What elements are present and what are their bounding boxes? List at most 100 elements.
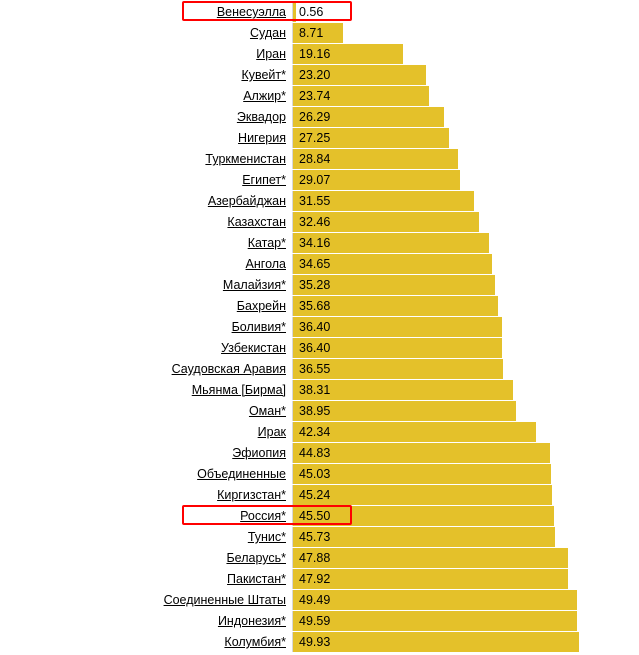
row-label-cell: Соединенные Штаты [2, 590, 292, 610]
country-link[interactable]: Мьянма [Бирма] [192, 383, 286, 397]
country-link[interactable]: Беларусь* [226, 551, 286, 565]
bar-area: 27.25 [292, 128, 637, 148]
row-label-cell: Россия* [2, 506, 292, 526]
row-label-cell: Мьянма [Бирма] [2, 380, 292, 400]
chart-row: Алжир* 23.74 [2, 86, 637, 106]
bar-value: 38.95 [299, 401, 330, 421]
chart-row: Казахстан 32.46 [2, 212, 637, 232]
country-link[interactable]: Ангола [246, 257, 286, 271]
bar-area: 8.71 [292, 23, 637, 43]
row-label-cell: Боливия* [2, 317, 292, 337]
bar [293, 464, 551, 484]
row-label-cell: Индонезия* [2, 611, 292, 631]
bar-area: 49.59 [292, 611, 637, 631]
country-link[interactable]: Индонезия* [218, 614, 286, 628]
country-link[interactable]: Иран [256, 47, 286, 61]
bar-area: 36.40 [292, 338, 637, 358]
bar-area: 35.28 [292, 275, 637, 295]
bar-value: 34.65 [299, 254, 330, 274]
chart-row: Бахрейн 35.68 [2, 296, 637, 316]
bar-value: 45.50 [299, 506, 330, 526]
bar-chart: Венесуэлла 0.56 Судан 8.71 Иран 19.16 Кувейт* 2… [2, 2, 637, 652]
country-link[interactable]: Кувейт* [241, 68, 286, 82]
bar-value: 8.71 [299, 23, 323, 43]
country-link[interactable]: Россия* [240, 509, 286, 523]
row-label-cell: Алжир* [2, 86, 292, 106]
bar [293, 485, 552, 505]
country-link[interactable]: Алжир* [243, 89, 286, 103]
country-link[interactable]: Ирак [258, 425, 286, 439]
bar-value: 31.55 [299, 191, 330, 211]
bar [293, 590, 577, 610]
chart-row: Азербайджан 31.55 [2, 191, 637, 211]
country-link[interactable]: Эквадор [237, 110, 286, 124]
country-link[interactable]: Тунис* [248, 530, 286, 544]
row-label-cell: Ирак [2, 422, 292, 442]
bar-value: 23.74 [299, 86, 330, 106]
bar-value: 47.88 [299, 548, 330, 568]
country-link[interactable]: Пакистан* [227, 572, 286, 586]
chart-row: Судан 8.71 [2, 23, 637, 43]
chart-row: Кувейт* 23.20 [2, 65, 637, 85]
country-link[interactable]: Саудовская Аравия [172, 362, 286, 376]
row-label-cell: Катар* [2, 233, 292, 253]
country-link[interactable]: Египет* [242, 173, 286, 187]
bar-value: 44.83 [299, 443, 330, 463]
bar-area: 32.46 [292, 212, 637, 232]
chart-row: Египет* 29.07 [2, 170, 637, 190]
bar [293, 2, 296, 22]
bar-area: 35.68 [292, 296, 637, 316]
chart-row: Ангола 34.65 [2, 254, 637, 274]
country-link[interactable]: Колумбия* [224, 635, 286, 649]
bar [293, 527, 555, 547]
country-link[interactable]: Судан [250, 26, 286, 40]
bar-area: 29.07 [292, 170, 637, 190]
bar-value: 49.49 [299, 590, 330, 610]
row-label-cell: Узбекистан [2, 338, 292, 358]
country-link[interactable]: Киргизстан* [217, 488, 286, 502]
bar [293, 506, 554, 526]
country-link[interactable]: Объединенные [197, 467, 286, 481]
country-link[interactable]: Соединенные Штаты [164, 593, 286, 607]
chart-row: Малайзия* 35.28 [2, 275, 637, 295]
bar [293, 569, 568, 589]
country-link[interactable]: Узбекистан [221, 341, 286, 355]
row-label-cell: Венесуэлла [2, 2, 292, 22]
country-link[interactable]: Оман* [249, 404, 286, 418]
bar-value: 23.20 [299, 65, 330, 85]
row-label-cell: Азербайджан [2, 191, 292, 211]
chart-row: Объединенные 45.03 [2, 464, 637, 484]
bar-area: 19.16 [292, 44, 637, 64]
row-label-cell: Тунис* [2, 527, 292, 547]
row-label-cell: Эквадор [2, 107, 292, 127]
bar-area: 47.92 [292, 569, 637, 589]
bar-area: 45.03 [292, 464, 637, 484]
row-label-cell: Саудовская Аравия [2, 359, 292, 379]
country-link[interactable]: Туркменистан [205, 152, 286, 166]
bar-value: 42.34 [299, 422, 330, 442]
bar-area: 34.65 [292, 254, 637, 274]
bar-area: 36.40 [292, 317, 637, 337]
country-link[interactable]: Казахстан [227, 215, 286, 229]
bar-value: 36.40 [299, 338, 330, 358]
bar-value: 45.03 [299, 464, 330, 484]
country-link[interactable]: Бахрейн [237, 299, 286, 313]
country-link[interactable]: Малайзия* [223, 278, 286, 292]
bar-value: 0.56 [299, 2, 323, 22]
row-label-cell: Беларусь* [2, 548, 292, 568]
bar [293, 548, 568, 568]
bar-value: 32.46 [299, 212, 330, 232]
country-link[interactable]: Венесуэлла [217, 5, 286, 19]
country-link[interactable]: Азербайджан [208, 194, 286, 208]
bar-area: 45.50 [292, 506, 637, 526]
bar-area: 26.29 [292, 107, 637, 127]
country-link[interactable]: Эфиопия [232, 446, 286, 460]
chart-row: Иран 19.16 [2, 44, 637, 64]
country-link[interactable]: Боливия* [232, 320, 286, 334]
bar-value: 29.07 [299, 170, 330, 190]
chart-row: Венесуэлла 0.56 [2, 2, 637, 22]
country-link[interactable]: Катар* [248, 236, 286, 250]
country-link[interactable]: Нигерия [238, 131, 286, 145]
chart-row: Нигерия 27.25 [2, 128, 637, 148]
bar-value: 19.16 [299, 44, 330, 64]
